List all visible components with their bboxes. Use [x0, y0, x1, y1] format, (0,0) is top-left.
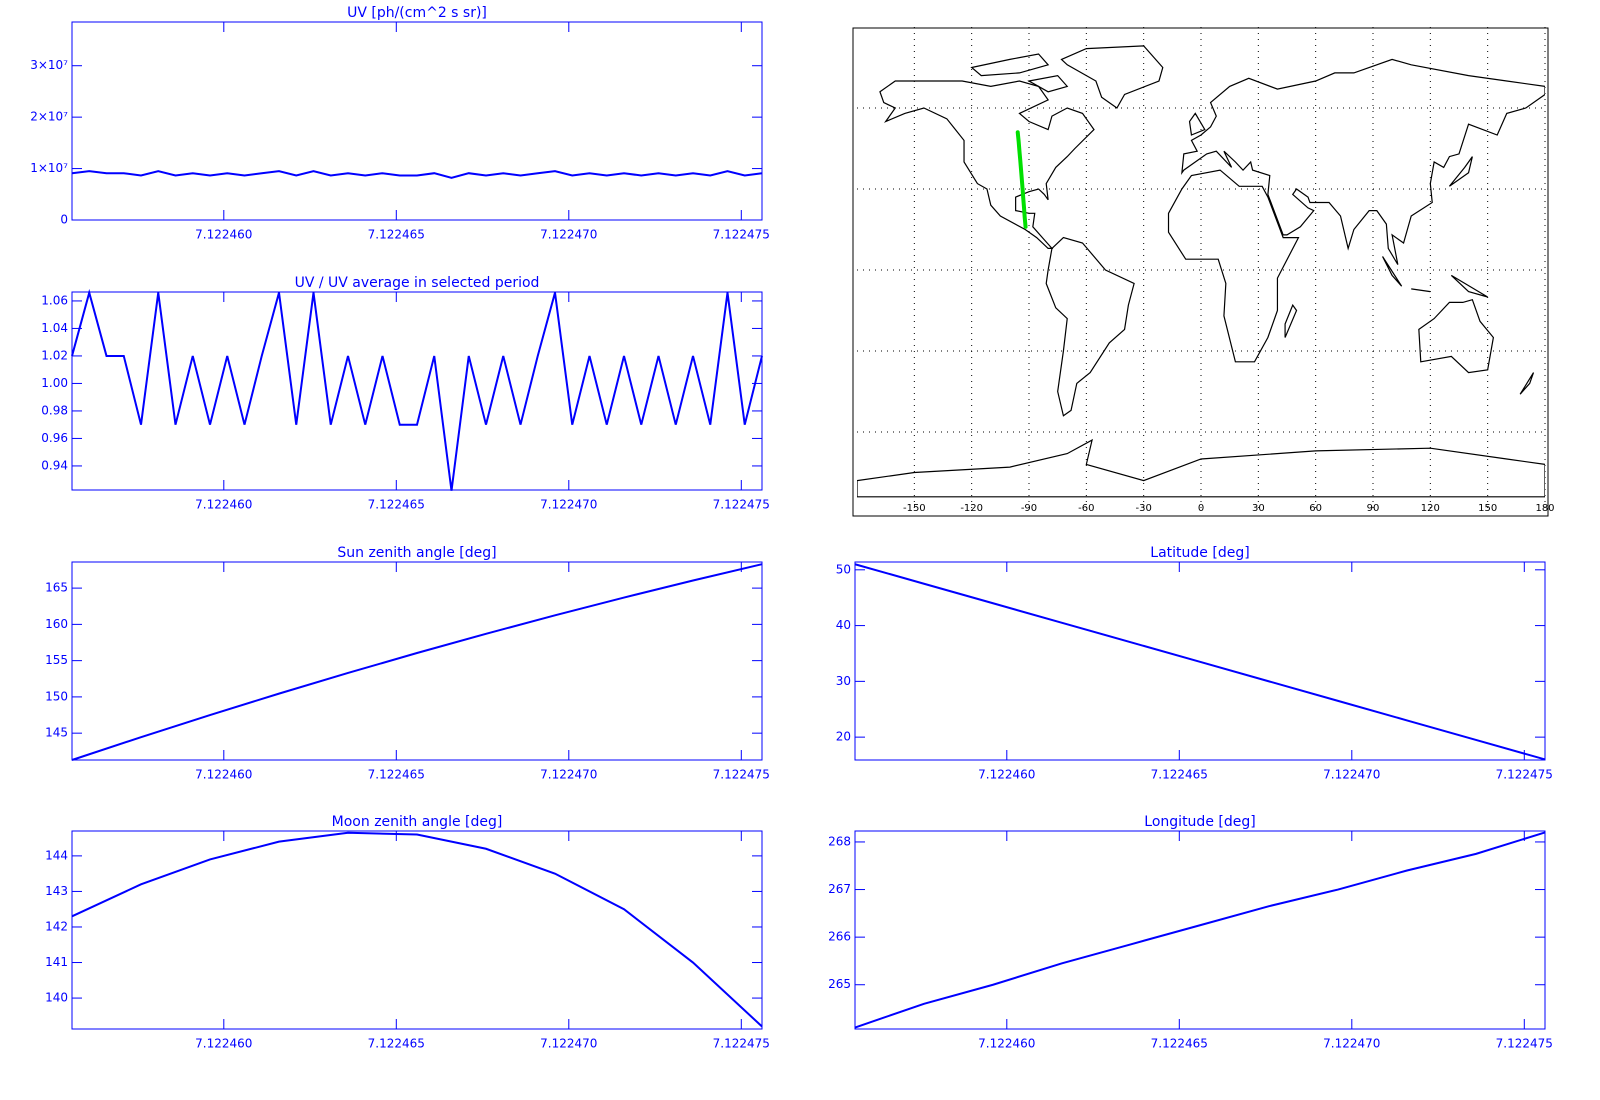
- x-tick-label: 7.122470: [540, 768, 597, 782]
- x-tick-label: 7.122465: [368, 228, 425, 242]
- y-tick-label: 40: [836, 618, 851, 632]
- x-tick-label: 7.122475: [713, 228, 770, 242]
- x-tick-label: 7.122465: [368, 498, 425, 512]
- x-tick-label: 7.122475: [1496, 768, 1553, 782]
- y-tick-label: 141: [45, 955, 68, 969]
- plot-frame: [71, 561, 763, 761]
- map-tick-label: 120: [1421, 503, 1440, 514]
- x-tick-label: 7.122460: [195, 498, 252, 512]
- y-tick-label: 140: [45, 991, 68, 1005]
- data-line: [854, 563, 1546, 761]
- x-tick-label: 7.122475: [713, 498, 770, 512]
- plot-frame: [71, 21, 763, 221]
- map-tick-label: 90: [1367, 503, 1380, 514]
- y-tick-label: 2×10⁷: [30, 110, 68, 124]
- chart-title: Latitude [deg]: [1150, 545, 1249, 561]
- y-tick-label: 50: [836, 562, 851, 576]
- x-tick-label: 7.122460: [195, 1037, 252, 1051]
- y-tick-label: 268: [828, 834, 851, 848]
- eurasia: [1182, 59, 1545, 264]
- map-tick-label: 0: [1198, 503, 1204, 514]
- map-tick-label: -150: [903, 503, 926, 514]
- x-tick-label: 7.122465: [1151, 1037, 1208, 1051]
- africa: [1169, 170, 1299, 362]
- antarctica: [857, 440, 1545, 497]
- map-tick-label: 60: [1309, 503, 1322, 514]
- x-tick-label: 7.122470: [1323, 1037, 1380, 1051]
- x-tick-label: 7.122460: [195, 228, 252, 242]
- y-tick-label: 0.96: [41, 431, 68, 445]
- chart-title: Moon zenith angle [deg]: [332, 814, 503, 830]
- y-tick-label: 145: [45, 726, 68, 740]
- chart-title: UV [ph/(cm^2 s sr)]: [347, 5, 487, 21]
- map-tick-label: 180: [1535, 503, 1554, 514]
- y-tick-label: 0.94: [41, 458, 68, 472]
- south-america: [1046, 238, 1134, 416]
- map-land: [857, 46, 1545, 497]
- data-line: [854, 831, 1546, 1029]
- y-tick-label: 160: [45, 617, 68, 631]
- y-tick-label: 267: [828, 882, 851, 896]
- y-tick-label: 1.04: [41, 321, 68, 335]
- y-tick-label: 1.06: [41, 293, 68, 307]
- x-tick-label: 7.122475: [713, 1037, 770, 1051]
- y-tick-label: 3×10⁷: [30, 58, 68, 72]
- plot-frame: [854, 830, 1546, 1030]
- y-tick-label: 20: [836, 730, 851, 744]
- north-america: [880, 81, 1094, 248]
- x-tick-label: 7.122470: [540, 498, 597, 512]
- y-tick-label: 1×10⁷: [30, 161, 68, 175]
- x-tick-label: 7.122475: [1496, 1037, 1553, 1051]
- y-tick-label: 1.02: [41, 348, 68, 362]
- chart-title: UV / UV average in selected period: [295, 275, 540, 291]
- greenland: [1061, 46, 1162, 108]
- y-tick-label: 30: [836, 674, 851, 688]
- plot-frame: [71, 830, 763, 1030]
- map-frame: [852, 27, 1549, 517]
- map-tick-label: 150: [1478, 503, 1497, 514]
- y-tick-label: 142: [45, 919, 68, 933]
- x-tick-label: 7.122470: [540, 1037, 597, 1051]
- y-tick-label: 150: [45, 689, 68, 703]
- x-tick-label: 7.122470: [1323, 768, 1380, 782]
- map-tick-label: 30: [1252, 503, 1265, 514]
- x-tick-label: 7.122465: [368, 768, 425, 782]
- x-tick-label: 7.122465: [368, 1037, 425, 1051]
- australia: [1419, 300, 1494, 373]
- data-line: [71, 831, 763, 1028]
- x-tick-label: 7.122460: [978, 768, 1035, 782]
- chart-title: Longitude [deg]: [1144, 814, 1255, 830]
- ground-track: [1015, 130, 1028, 229]
- y-tick-label: 155: [45, 653, 68, 667]
- y-tick-label: 266: [828, 930, 851, 944]
- x-tick-label: 7.122475: [713, 768, 770, 782]
- plot-frame: [854, 561, 1546, 761]
- x-tick-label: 7.122465: [1151, 768, 1208, 782]
- map-tick-label: -120: [960, 503, 983, 514]
- map-tick-label: -30: [1135, 503, 1151, 514]
- islands: [1190, 113, 1534, 394]
- y-tick-label: 1.00: [41, 376, 68, 390]
- data-line: [71, 170, 763, 179]
- map-tick-label: -60: [1078, 503, 1094, 514]
- arctic-islands: [972, 54, 1068, 92]
- plot-frame: [71, 291, 763, 491]
- y-tick-label: 143: [45, 884, 68, 898]
- x-tick-label: 7.122470: [540, 228, 597, 242]
- data-line: [71, 563, 763, 761]
- x-tick-label: 7.122460: [978, 1037, 1035, 1051]
- x-tick-label: 7.122460: [195, 768, 252, 782]
- y-tick-label: 144: [45, 848, 68, 862]
- y-tick-label: 165: [45, 581, 68, 595]
- y-tick-label: 265: [828, 977, 851, 991]
- y-tick-label: 0.98: [41, 403, 68, 417]
- chart-title: Sun zenith angle [deg]: [337, 545, 496, 561]
- map-tick-label: -90: [1021, 503, 1037, 514]
- data-line: [71, 288, 763, 491]
- y-tick-label: 0: [60, 213, 68, 227]
